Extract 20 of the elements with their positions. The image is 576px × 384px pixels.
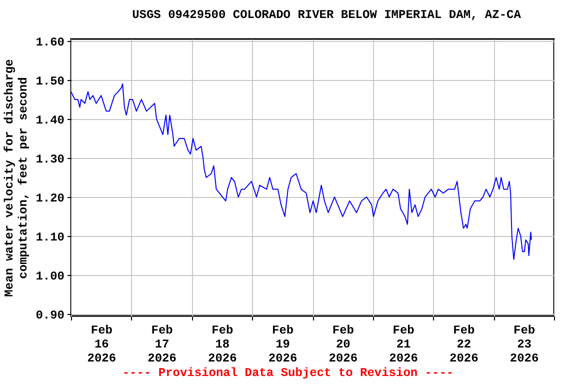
text: ---- Provisional Data Subject to Revision ----	[121, 366, 455, 380]
y-tick-label: 1.50	[36, 74, 64, 88]
x-tick-label: Feb 20 2026	[328, 324, 358, 366]
y-tick-label: 0.90	[36, 308, 64, 323]
x-tick-label: Feb 17 2026	[148, 324, 176, 366]
x-tick-label: Feb 22 2026	[450, 324, 478, 366]
x-tick-label: Feb 21 2026	[389, 324, 418, 366]
y-tick-label: 1.40	[36, 113, 64, 128]
line-series	[70, 83, 532, 260]
x-tick-label: Feb 19 2026	[268, 324, 298, 366]
y-tick-label: 1.30	[36, 152, 64, 166]
x-tick-label: Feb 16 2026	[87, 324, 116, 366]
y-tick-label: 1.60	[36, 35, 64, 50]
x-tick-label: Feb 18 2026	[208, 324, 237, 366]
y-axis-title: Mean water velocity for discharge computation, feet per second	[2, 59, 31, 297]
y-tick-label: 1.20	[36, 192, 64, 206]
y-tick-label: 1.10	[36, 230, 64, 245]
chart-title: USGS 09429500 COLORADO RIVER BELOW IMPERIAL DAM, AZ-CA	[132, 8, 522, 22]
x-tick-label: Feb 23 2026	[510, 324, 539, 366]
y-tick-label: 1.00	[36, 270, 64, 284]
